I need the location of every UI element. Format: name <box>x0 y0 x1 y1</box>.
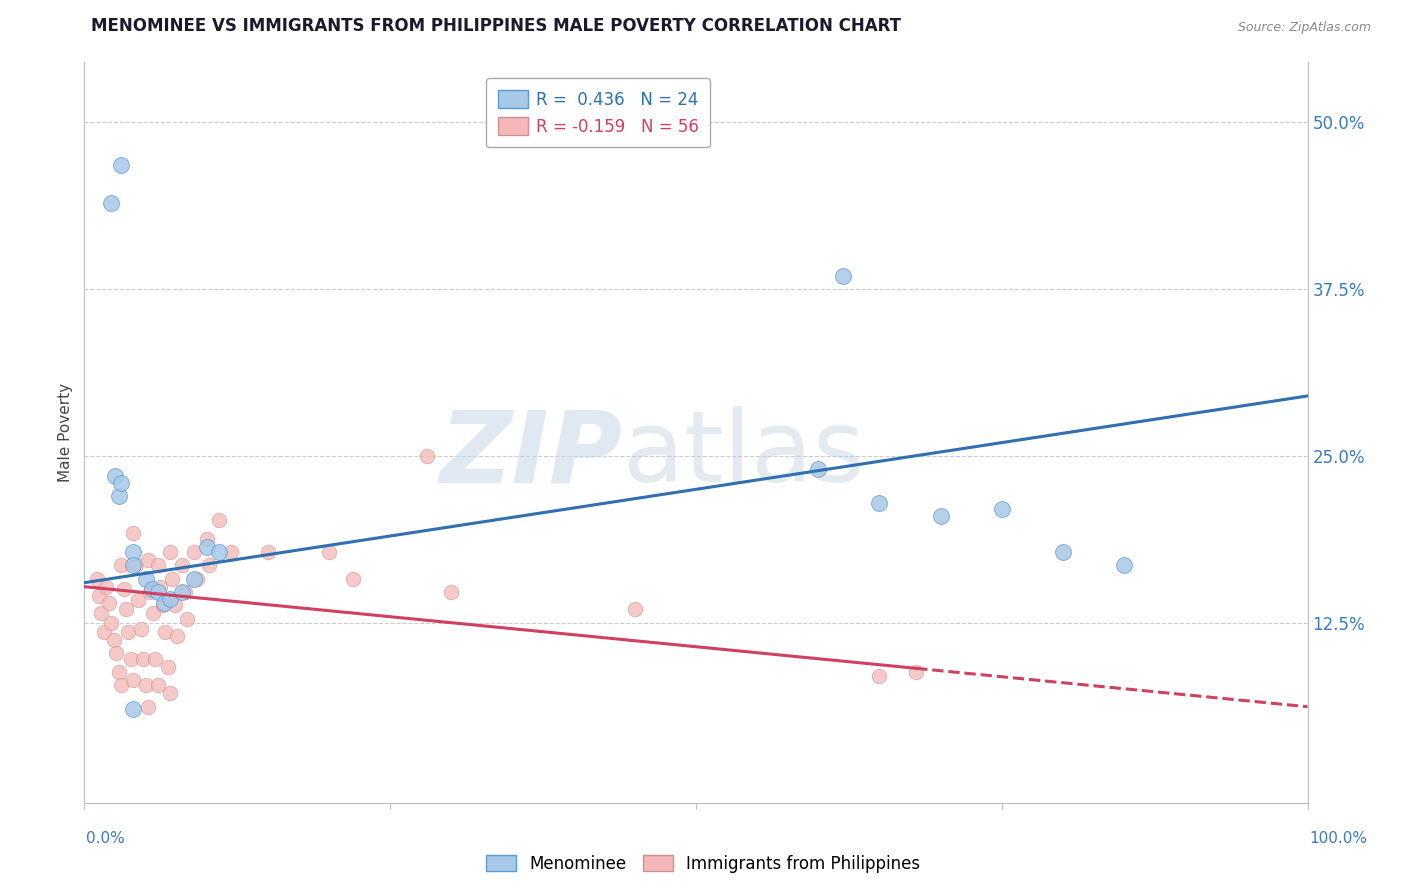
Point <box>136 553 159 567</box>
Point <box>172 558 194 573</box>
Point <box>807 462 830 476</box>
Point <box>97 596 120 610</box>
Text: 0.0%: 0.0% <box>86 831 125 846</box>
Text: 100.0%: 100.0% <box>1309 831 1368 846</box>
Point <box>115 602 138 616</box>
Text: ZIP: ZIP <box>440 407 623 503</box>
Point <box>125 558 148 573</box>
Point <box>195 532 218 546</box>
Point <box>107 665 129 679</box>
Point <box>135 678 157 692</box>
Legend: R =  0.436   N = 24, R = -0.159   N = 56: R = 0.436 N = 24, R = -0.159 N = 56 <box>486 78 710 147</box>
Point <box>100 615 122 630</box>
Point <box>869 669 891 683</box>
Point <box>139 585 162 599</box>
Point <box>1114 558 1136 573</box>
Point <box>183 545 205 559</box>
Point <box>991 502 1014 516</box>
Point <box>110 678 132 692</box>
Point <box>831 268 853 283</box>
Point <box>110 158 132 172</box>
Point <box>103 633 125 648</box>
Point <box>905 665 928 679</box>
Point <box>117 625 139 640</box>
Point <box>166 629 188 643</box>
Point <box>318 545 340 559</box>
Point <box>122 673 145 687</box>
Text: MENOMINEE VS IMMIGRANTS FROM PHILIPPINES MALE POVERTY CORRELATION CHART: MENOMINEE VS IMMIGRANTS FROM PHILIPPINES… <box>91 17 901 35</box>
Point <box>159 545 181 559</box>
Point <box>208 545 231 559</box>
Point <box>152 599 174 613</box>
Point <box>120 651 142 665</box>
Point <box>342 572 364 586</box>
Point <box>143 651 166 665</box>
Point <box>195 540 218 554</box>
Point <box>869 496 891 510</box>
Point <box>112 582 135 597</box>
Y-axis label: Male Poverty: Male Poverty <box>58 383 73 483</box>
Point <box>162 572 184 586</box>
Point <box>172 585 194 599</box>
Point <box>198 558 221 573</box>
Point <box>146 558 169 573</box>
Point <box>122 526 145 541</box>
Point <box>440 585 463 599</box>
Point <box>624 602 647 616</box>
Point <box>122 545 145 559</box>
Point <box>86 572 108 586</box>
Point <box>183 572 205 586</box>
Point <box>146 678 169 692</box>
Point <box>156 659 179 673</box>
Point <box>146 585 169 599</box>
Point <box>142 607 165 621</box>
Point <box>929 508 952 523</box>
Point <box>159 591 181 606</box>
Point <box>122 702 145 716</box>
Point <box>90 607 112 621</box>
Point <box>159 686 181 700</box>
Point <box>127 593 149 607</box>
Point <box>176 612 198 626</box>
Point <box>132 651 155 665</box>
Point <box>129 623 152 637</box>
Text: atlas: atlas <box>623 407 865 503</box>
Point <box>186 572 208 586</box>
Point <box>173 585 195 599</box>
Point <box>163 599 186 613</box>
Point <box>153 596 176 610</box>
Point <box>110 475 132 490</box>
Point <box>219 545 242 559</box>
Point <box>141 582 163 597</box>
Point <box>105 647 128 661</box>
Point <box>107 489 129 503</box>
Legend: Menominee, Immigrants from Philippines: Menominee, Immigrants from Philippines <box>479 848 927 880</box>
Point <box>136 699 159 714</box>
Point <box>135 572 157 586</box>
Point <box>208 513 231 527</box>
Point <box>87 589 110 603</box>
Point <box>110 558 132 573</box>
Point <box>100 195 122 210</box>
Point <box>1052 545 1074 559</box>
Point <box>93 625 115 640</box>
Point <box>122 558 145 573</box>
Point <box>104 469 127 483</box>
Point <box>149 580 172 594</box>
Point <box>257 545 280 559</box>
Point <box>96 580 118 594</box>
Text: Source: ZipAtlas.com: Source: ZipAtlas.com <box>1237 21 1371 34</box>
Point <box>153 625 176 640</box>
Point <box>416 449 439 463</box>
